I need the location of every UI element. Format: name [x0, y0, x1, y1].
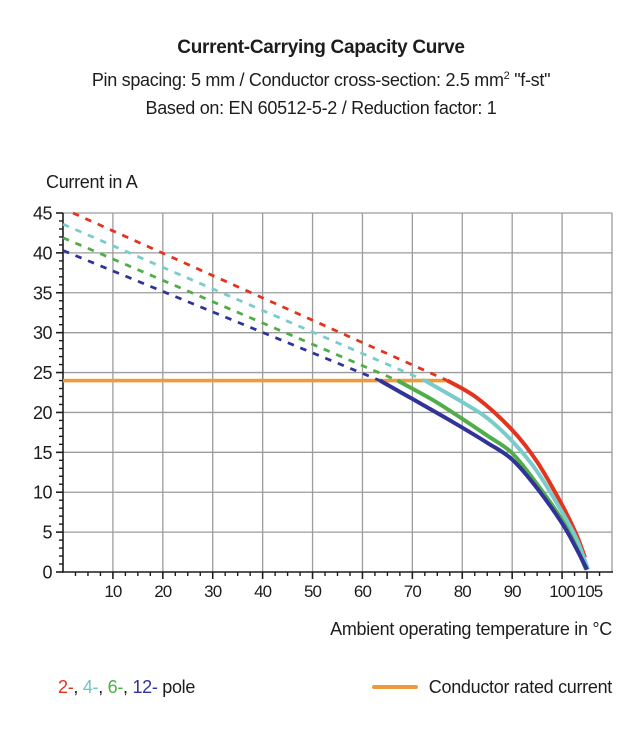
plot-ticks: [56, 212, 601, 579]
x-axis-title: Ambient operating temperature in °C: [330, 619, 612, 639]
y-tick-label-40: 40: [33, 243, 53, 263]
x-tick-label-90: 90: [504, 582, 522, 601]
pole-4-capacity-dashed: [62, 222, 426, 382]
x-tick-label-105: 105: [577, 582, 603, 601]
y-tick-label-10: 10: [33, 483, 53, 503]
y-axis-title: Current in A: [46, 172, 138, 192]
plot-series: [62, 211, 590, 571]
legend-pole-12: 12-: [132, 676, 158, 697]
x-tick-label-10: 10: [104, 582, 122, 601]
x-tick-label-30: 30: [204, 582, 222, 601]
chart-header: Current-Carrying Capacity Curve Pin spac…: [0, 34, 642, 122]
chart-subtitle-standard: Based on: EN 60512-5-2 / Reduction facto…: [145, 98, 497, 118]
legend-rated-current: Conductor rated current: [371, 676, 613, 698]
x-tick-label-100: 100: [549, 582, 575, 601]
pole-12-capacity-dashed: [62, 249, 381, 382]
x-tick-label-50: 50: [304, 582, 322, 601]
legend-separator: ,: [123, 676, 133, 697]
x-tick-label-40: 40: [254, 582, 272, 601]
pole-12-capacity-solid: [378, 378, 589, 571]
pole-4-capacity-solid: [423, 378, 590, 571]
capacity-chart-svg: 0 5 10 15 20 25 30 35 40 45 10 20 30 40 50 60 70 80 90 100 1…: [33, 204, 613, 602]
y-tick-label-20: 20: [33, 403, 53, 423]
y-tick-label-30: 30: [33, 323, 53, 343]
x-tick-label-70: 70: [404, 582, 422, 601]
rated-current-swatch: [371, 685, 418, 689]
chart-legend: 2-, 4-, 6-, 12- pole Conductor rated cur…: [58, 672, 612, 702]
plot-axes: [62, 213, 613, 573]
legend-separator: ,: [73, 676, 83, 697]
legend-pole-6: 6-: [107, 676, 124, 697]
legend-separator: ,: [98, 676, 108, 697]
legend-pole-2: 2-: [58, 676, 74, 697]
rated-current-label: Conductor rated current: [428, 676, 613, 697]
legend-poles: 2-, 4-, 6-, 12- pole: [58, 677, 195, 698]
chart-title: Current-Carrying Capacity Curve: [177, 37, 465, 58]
squared-superscript: 2: [503, 70, 510, 82]
pole-6-capacity-dashed: [62, 236, 398, 382]
pole-2-capacity-dashed: [72, 211, 448, 382]
plot-tick-labels: 0 5 10 15 20 25 30 35 40 45 10 20 30 40 50 60 70 80 90 100 1…: [33, 204, 604, 602]
y-tick-label-15: 15: [33, 443, 53, 463]
x-tick-label-80: 80: [454, 582, 472, 601]
y-tick-label-5: 5: [42, 523, 52, 543]
y-tick-label-25: 25: [33, 363, 53, 383]
x-tick-label-20: 20: [154, 582, 172, 601]
y-tick-label-0: 0: [42, 563, 52, 583]
chart-subtitle-spec: Pin spacing: 5 mm / Conductor cross-sect…: [91, 70, 551, 90]
y-tick-label-45: 45: [33, 204, 53, 224]
plot-gridlines: [63, 212, 613, 572]
legend-pole-suffix: pole: [157, 676, 196, 697]
legend-pole-4: 4-: [82, 676, 99, 697]
x-tick-label-60: 60: [354, 582, 372, 601]
y-tick-label-35: 35: [33, 283, 53, 303]
